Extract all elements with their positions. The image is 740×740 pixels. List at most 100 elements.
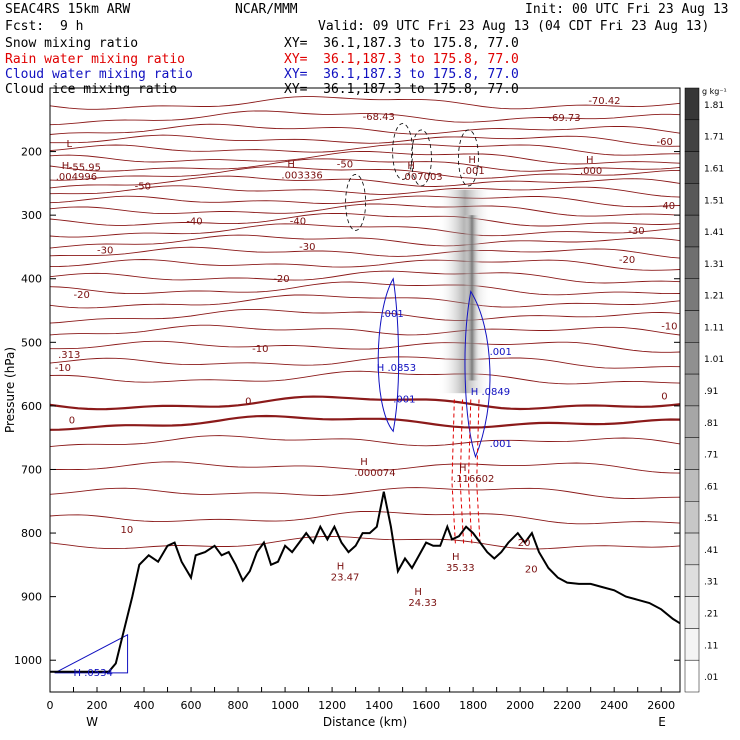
x-tick-label: 2200	[553, 699, 581, 712]
cloud-water-label: H .0534	[74, 668, 113, 679]
plot-frame	[49, 87, 681, 693]
x-tick-label: 2400	[600, 699, 628, 712]
colorbar-label: 1.81	[704, 101, 724, 111]
colorbar-label: 1.71	[704, 133, 724, 143]
colorbar-label: 1.51	[704, 196, 724, 206]
colorbar-swatch	[684, 501, 700, 534]
extremum-value: .116602	[453, 474, 494, 485]
isotherm-line	[50, 308, 680, 324]
x-axis-label: Distance (km)	[323, 715, 407, 729]
axes: 0 200 400 600 800 1000 1200 1400 1600 1800 2000 220…	[3, 146, 680, 729]
extremum-marker: H	[360, 457, 368, 468]
x-tick-label: 2000	[506, 699, 534, 712]
isotherm-line	[50, 510, 680, 525]
isotherm-line	[50, 395, 680, 411]
legend-cloud-water: Cloud water mixing ratio	[5, 67, 193, 82]
isotherm-label: -10	[661, 322, 677, 333]
x-tick-label: 800	[228, 699, 249, 712]
y-tick-label: 600	[21, 400, 42, 413]
isotherm-line	[50, 234, 680, 249]
isotherm-line	[50, 270, 680, 284]
x-tick-label: 200	[87, 699, 108, 712]
isotherm-label: -40	[659, 201, 675, 212]
isotherm-line	[50, 96, 680, 110]
colorbar-swatch	[684, 310, 700, 343]
extremum-value: 35.33	[446, 563, 475, 574]
cloud-water-label: .001	[381, 309, 403, 320]
colorbar-swatch	[684, 469, 700, 502]
colorbar-swatch	[684, 373, 700, 407]
fcst-value: 9 h	[60, 19, 84, 34]
cloud-water-contour	[54, 633, 129, 674]
colorbar: 1.81 1.71 1.61 1.51 1.41 1.31 1.21 1.11 1.01 .91.…	[684, 87, 727, 693]
legend-snow-xy: XY= 36.1,187.3 to 175.8, 77.0	[284, 36, 519, 51]
rain-contour	[467, 399, 473, 546]
extremum-value: .001	[462, 166, 484, 177]
colorbar-swatch	[684, 246, 700, 279]
colorbar-unit: g kg⁻¹	[702, 87, 727, 96]
isotherm-line	[50, 294, 680, 309]
isotherm-label: -20	[619, 255, 635, 266]
y-tick-label: 700	[21, 463, 42, 476]
colorbar-swatch	[684, 596, 700, 629]
fcst-label: Fcst:	[5, 19, 45, 34]
extremum-value: .313	[58, 350, 80, 361]
colorbar-label: .21	[704, 610, 718, 620]
colorbar-label: .81	[704, 419, 718, 429]
isotherm-label: -20	[74, 290, 90, 301]
extremum-value: .007003	[401, 172, 442, 183]
isotherm-line	[50, 123, 680, 135]
isotherm-label: -40	[290, 217, 306, 228]
extremum-marker: H	[586, 155, 594, 166]
isotherm-label: 20	[525, 564, 538, 575]
extremum-value: .000	[580, 166, 602, 177]
x-tick-label: 0	[47, 699, 54, 712]
extremum-marker: H	[287, 159, 295, 170]
isotherm-label: 10	[121, 525, 134, 536]
temperature-contours	[50, 96, 680, 550]
cloud-water-label: .001	[490, 347, 512, 358]
colorbar-swatch	[684, 183, 700, 216]
cloud-water-label: .001	[393, 395, 415, 406]
y-tick-label: 300	[21, 209, 42, 222]
isotherm-label: 0	[661, 392, 667, 403]
isotherm-line	[50, 281, 680, 296]
isotherm-line	[50, 461, 680, 474]
cloud-ice-contour	[411, 129, 432, 187]
y-tick-label: 800	[21, 527, 42, 540]
isotherm-label: -55.95	[69, 163, 101, 174]
isotherm-label: -68.43	[363, 112, 395, 123]
snow-plume-core	[463, 215, 481, 381]
colorbar-label: 1.21	[704, 292, 724, 302]
cloud-ice-contour	[392, 123, 414, 180]
extremum-marker: H	[62, 161, 70, 172]
isotherm-line	[50, 212, 680, 227]
terrain	[50, 491, 681, 673]
isotherm-label: 0	[245, 397, 251, 408]
rain-contour	[451, 399, 457, 546]
colorbar-swatch	[684, 214, 700, 248]
isotherm-line	[50, 340, 680, 353]
colorbar-label: 1.61	[704, 164, 724, 174]
isotherm-line	[50, 134, 680, 147]
extremum-value: .004996	[56, 172, 97, 183]
extremum-marker: H	[468, 155, 476, 166]
x-tick-label: 2600	[647, 699, 675, 712]
colorbar-label: .41	[704, 546, 718, 556]
isotherm-label: -69.73	[548, 113, 580, 124]
init-time: Init: 00 UTC Fri 23 Aug 13	[525, 2, 729, 17]
y-tick-label: 200	[21, 146, 42, 159]
x-tick-label: 600	[181, 699, 202, 712]
legend-cloud-ice: Cloud ice mixing ratio	[5, 82, 178, 97]
legend-cloud-water-xy: XY= 36.1,187.3 to 175.8, 77.0	[284, 67, 519, 82]
isotherm-line	[50, 175, 680, 189]
colorbar-label: .71	[704, 451, 718, 461]
cloud-ice-contour	[345, 174, 366, 231]
colorbar-swatch	[684, 628, 700, 661]
y-tick-label: 1000	[14, 654, 42, 667]
isotherm-line	[50, 158, 680, 172]
isotherm-label: -40	[186, 217, 202, 228]
isotherm-line	[50, 223, 680, 238]
extremum-marker: H	[452, 552, 460, 563]
